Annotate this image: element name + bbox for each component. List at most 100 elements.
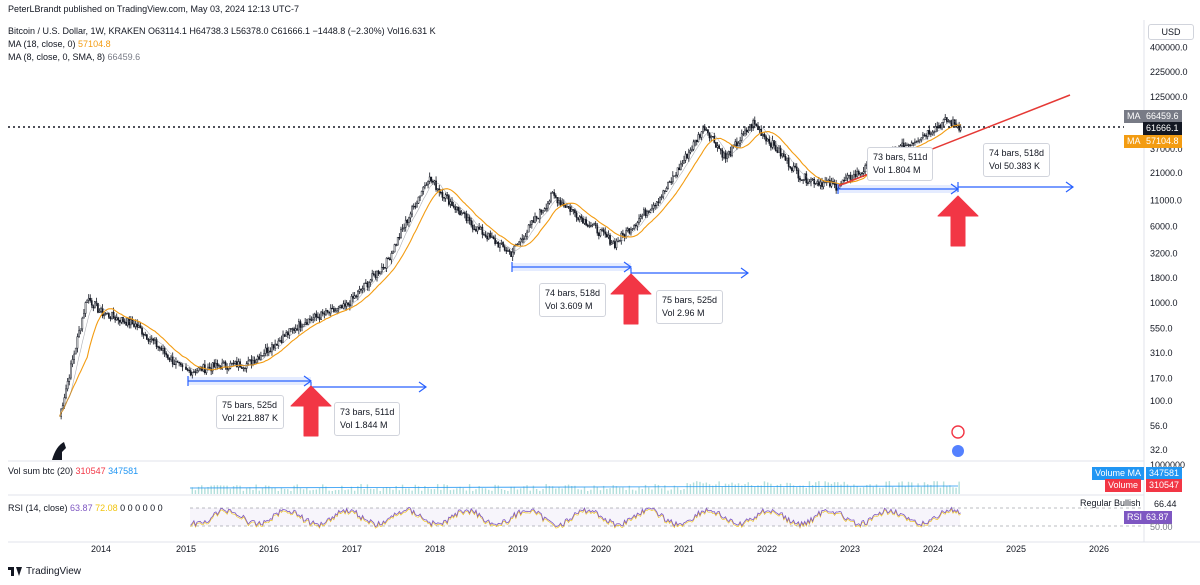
candle-body [100, 308, 102, 312]
volume-bar [657, 484, 660, 494]
volume-bar [821, 487, 823, 494]
candle-body [705, 129, 708, 131]
candle-body [814, 182, 817, 185]
candle-body [601, 229, 603, 231]
candle-body [721, 149, 724, 158]
measure-box-6[interactable]: 74 bars, 518d Vol 50.383 K [983, 143, 1051, 177]
volume-bar [958, 481, 960, 494]
volume-bar [779, 483, 782, 494]
candle-body [833, 183, 836, 185]
volume-bar [283, 488, 286, 494]
candle-body [106, 312, 109, 315]
candle-body [926, 130, 929, 137]
volume-bar [583, 486, 586, 494]
candle-body [409, 213, 412, 219]
candle-body [432, 181, 434, 183]
volume-bar [872, 486, 874, 494]
candle-body [789, 166, 792, 169]
candle-body [510, 251, 512, 257]
candle-body [411, 206, 413, 215]
volume-bar [747, 482, 749, 494]
volume-axis-top: 1000000 [1150, 460, 1186, 470]
candle-body [524, 236, 527, 240]
ma2-legend[interactable]: MA (8, close, 0, SMA, 8) 66459.6 [8, 52, 140, 62]
price-axis-label: 21000.0 [1150, 168, 1183, 178]
candle-body [274, 343, 276, 349]
candle-body [695, 139, 698, 143]
candle-body [856, 170, 858, 177]
volume-legend[interactable]: Vol sum btc (20) 310547 347581 [8, 466, 138, 476]
volume-bar [411, 490, 413, 494]
candle-body [310, 319, 313, 321]
price-axis-label: 310.0 [1150, 348, 1173, 358]
candle-body [366, 282, 369, 288]
time-axis-label: 2026 [1089, 544, 1109, 554]
candle-body [739, 140, 741, 144]
volume-bar [274, 487, 276, 494]
volume-bar [840, 484, 842, 494]
volume-bar [503, 489, 506, 494]
volume-bar [942, 481, 945, 494]
volume-bar [277, 490, 279, 494]
candle-body [791, 167, 793, 172]
candle-body [699, 134, 701, 138]
measure-box-3[interactable]: 74 bars, 518d Vol 3.609 M [539, 283, 607, 317]
volume-bar [350, 486, 353, 494]
candle-body [610, 242, 613, 245]
volume-bar [353, 490, 356, 494]
tradingview-footer[interactable]: TradingView [8, 566, 81, 577]
ma1-legend[interactable]: MA (18, close, 0) 57104.8 [8, 39, 111, 49]
candle-body [612, 241, 615, 244]
candle-body [417, 196, 420, 204]
volume-bar [936, 481, 938, 494]
candle-body [931, 131, 934, 135]
candle-body [945, 117, 948, 122]
volume-bar [261, 487, 264, 494]
measure-4-arrowhead [740, 267, 750, 279]
volume-bar [366, 484, 369, 494]
candle-body [283, 334, 286, 337]
candle-body [288, 328, 291, 336]
candle-body [272, 344, 275, 349]
candle-body [470, 220, 473, 226]
last-price-tag: 61666.1 [1143, 122, 1182, 135]
candle-body [708, 132, 711, 139]
candle-body [193, 371, 195, 373]
volume-bar [724, 483, 727, 494]
candle-body [236, 361, 238, 368]
candle-body [275, 343, 278, 346]
candle-body [165, 353, 168, 356]
candle-body [215, 362, 217, 368]
candle-body [845, 177, 847, 181]
volume-bar [207, 486, 209, 494]
candle-body [644, 209, 647, 216]
volume-bar [465, 490, 468, 494]
candle-body [294, 328, 297, 331]
volume-bar [599, 490, 602, 494]
candle-body [380, 266, 383, 273]
currency-button[interactable]: USD [1148, 24, 1194, 40]
measure-box-2[interactable]: 73 bars, 511d Vol 1.844 M [334, 402, 401, 436]
volume-bar [802, 485, 804, 494]
volume-bar [564, 485, 567, 494]
volume-bar [833, 482, 836, 494]
rsi-line [190, 506, 961, 528]
volume-bar [532, 485, 535, 494]
candle-body [146, 334, 148, 340]
volume-bar [574, 485, 576, 494]
candle-body [326, 310, 329, 313]
volume-bar [523, 486, 525, 494]
volume-bar [580, 489, 583, 494]
measure-box-1[interactable]: 75 bars, 525d Vol 221.887 K [216, 395, 285, 429]
volume-bar [312, 489, 314, 494]
candle-body [649, 209, 652, 213]
candle-body [339, 305, 342, 308]
volume-bar [475, 489, 477, 494]
volume-bar [433, 489, 436, 494]
rsi-legend[interactable]: RSI (14, close) 63.87 72.08 0 0 0 0 0 0 [8, 503, 163, 513]
measure-box-5[interactable]: 73 bars, 511d Vol 1.804 M [867, 147, 934, 181]
volume-bar [631, 489, 634, 494]
candle-body [737, 142, 740, 147]
measure-box-4[interactable]: 75 bars, 525d Vol 2.96 M [656, 290, 724, 324]
candle-body [122, 317, 124, 322]
